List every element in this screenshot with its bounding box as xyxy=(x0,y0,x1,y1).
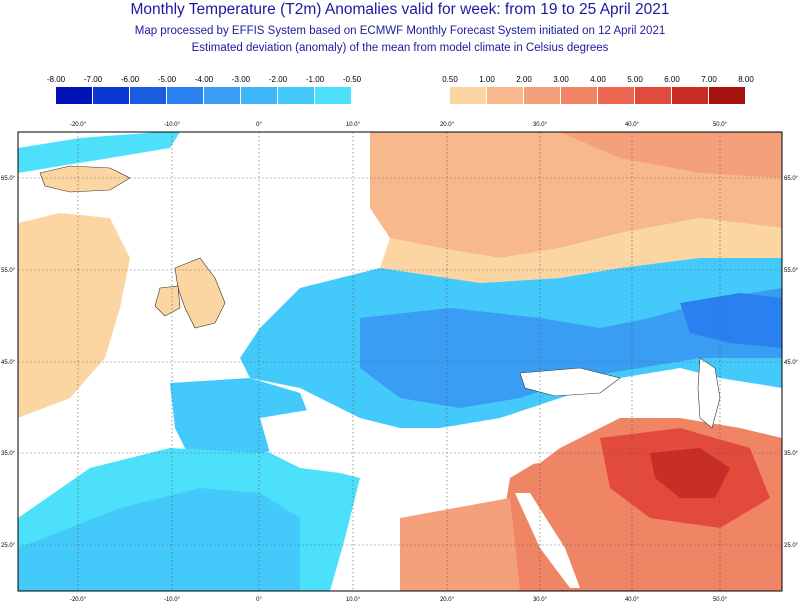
red-sea xyxy=(515,493,580,588)
legend_cold-swatch-7 xyxy=(315,87,352,104)
warm-ocean-west xyxy=(18,213,130,418)
legend_cold-label-2: -6.00 xyxy=(120,75,140,84)
bottom-lon-tick: 40.0° xyxy=(625,597,640,603)
legend_cold-label-4: -4.00 xyxy=(194,75,214,84)
legend_cold-swatch-2 xyxy=(130,87,167,104)
top-lon-tick: 0° xyxy=(256,122,262,128)
legend_cold-swatch-0 xyxy=(56,87,93,104)
legend_warm-swatch-1 xyxy=(487,87,524,104)
top-lon-tick: -10.0° xyxy=(164,122,181,128)
legend_cold-label-5: -3.00 xyxy=(231,75,251,84)
legend_cold-swatch-3 xyxy=(167,87,204,104)
hot-core xyxy=(650,448,730,498)
legend_warm-swatch-6 xyxy=(672,87,709,104)
mediterranean-sea xyxy=(260,408,560,483)
ireland xyxy=(154,285,181,317)
caspian-sea xyxy=(697,357,721,429)
map-frame xyxy=(17,131,783,592)
right-lat-tick: 25.0° xyxy=(784,543,799,549)
top-lon-tick: 30.0° xyxy=(533,122,548,128)
cold-core-russia xyxy=(680,293,782,348)
cold-north-atlantic xyxy=(18,132,180,173)
left-lat-tick: 45.0° xyxy=(1,360,16,366)
top-lon-tick: 50.0° xyxy=(713,122,728,128)
legend_cold-label-8: -0.50 xyxy=(342,75,362,84)
legend_cold-label-0: -8.00 xyxy=(46,75,66,84)
legend_cold-label-1: -7.00 xyxy=(83,75,103,84)
bottom-lon-tick: 10.0° xyxy=(346,597,361,603)
legend-cold-scale: -8.00 -7.00 -6.00 -5.00 -4.00 -3.00 -2.00 -1.00… xyxy=(47,75,361,105)
left-lat-tick: 35.0° xyxy=(1,451,16,457)
legend_warm-label-8: 8.00 xyxy=(738,75,754,84)
bottom-lon-tick: 50.0° xyxy=(713,597,728,603)
right-lat-tick: 35.0° xyxy=(784,451,799,457)
legend_warm-label-5: 5.00 xyxy=(627,75,643,84)
map-subtitle-processing: Map processed by EFFIS System based on E… xyxy=(134,25,666,37)
legend_cold-swatch-6 xyxy=(278,87,315,104)
legend_warm-label-0: 0.50 xyxy=(442,75,458,84)
legend_warm-swatch-2 xyxy=(524,87,561,104)
legend_warm-label-7: 7.00 xyxy=(701,75,717,84)
legend_warm-swatch-0 xyxy=(450,87,487,104)
black-sea xyxy=(519,367,621,397)
warm-arctic-russia xyxy=(560,132,782,178)
legend_cold-label-3: -5.00 xyxy=(157,75,177,84)
legend_warm-swatch-5 xyxy=(635,87,672,104)
bottom-lon-tick: 30.0° xyxy=(533,597,548,603)
great-britain xyxy=(174,257,226,329)
right-lat-tick: 55.0° xyxy=(784,268,799,274)
top-lon-tick: 10.0° xyxy=(346,122,361,128)
bottom-lon-tick: 20.0° xyxy=(440,597,455,603)
legend_cold-label-7: -1.00 xyxy=(305,75,325,84)
bottom-lon-tick: -20.0° xyxy=(70,597,87,603)
legend_warm-label-2: 2.00 xyxy=(516,75,532,84)
cold-core-europe xyxy=(360,288,782,408)
legend_warm-label-1: 1.00 xyxy=(479,75,495,84)
legend_warm-swatch-4 xyxy=(598,87,635,104)
map-fields xyxy=(18,132,782,591)
map-title: Monthly Temperature (T2m) Anomalies vali… xyxy=(130,1,670,18)
legend_warm-swatch-7 xyxy=(709,87,746,104)
legend_warm-label-6: 6.00 xyxy=(664,75,680,84)
top-lon-tick: -20.0° xyxy=(70,122,87,128)
legend_warm-label-3: 3.00 xyxy=(553,75,569,84)
right-lat-tick: 65.0° xyxy=(784,176,799,182)
top-lon-tick: 20.0° xyxy=(440,122,455,128)
top-lon-tick: 40.0° xyxy=(625,122,640,128)
bottom-lon-tick: 0° xyxy=(256,597,262,603)
legend_cold-swatch-4 xyxy=(204,87,241,104)
bottom-lon-tick: -10.0° xyxy=(164,597,181,603)
legend_cold-swatch-1 xyxy=(93,87,130,104)
left-lat-tick: 65.0° xyxy=(1,176,16,182)
left-lat-tick: 55.0° xyxy=(1,268,16,274)
legend_warm-swatch-3 xyxy=(561,87,598,104)
warm-egypt xyxy=(400,498,520,591)
legend_warm-label-4: 4.00 xyxy=(590,75,606,84)
lat-lon-grid xyxy=(18,132,782,591)
legend_cold-swatch-5 xyxy=(241,87,278,104)
iceland xyxy=(39,165,131,193)
map-tick-labels: -20.0° -20.0° -10.0° -10.0° 0° 0° 10.0° 10.0° 20… xyxy=(1,122,799,603)
pale-band xyxy=(380,218,782,283)
legend-warm-scale: 0.50 1.00 2.00 3.00 4.00 5.00 6.00 7.00 8.00 xyxy=(442,75,754,105)
map-subtitle-units: Estimated deviation (anomaly) of the mea… xyxy=(191,42,609,54)
right-lat-tick: 45.0° xyxy=(784,360,799,366)
temperature-anomaly-map: -20.0° -20.0° -10.0° -10.0° 0° 0° 10.0° 10.0° 20… xyxy=(1,122,799,603)
cold-sahara xyxy=(18,488,300,591)
left-lat-tick: 25.0° xyxy=(1,543,16,549)
legend_cold-label-6: -2.00 xyxy=(268,75,288,84)
